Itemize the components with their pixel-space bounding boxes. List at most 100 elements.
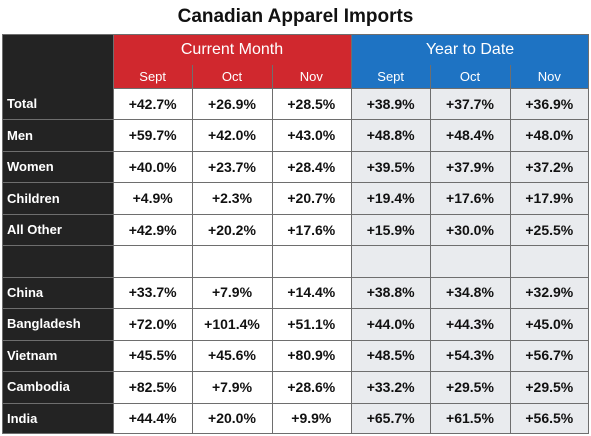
table-cell	[113, 245, 193, 277]
table-cell: +101.4%	[192, 308, 272, 340]
column-group-header: Year to Date	[351, 34, 589, 65]
label-gridline	[2, 340, 113, 341]
row-label: Women	[2, 150, 113, 183]
table-cell	[192, 245, 272, 277]
table-cell: +44.3%	[430, 308, 510, 340]
row-label: Bangladesh	[2, 308, 113, 340]
row-label: Children	[2, 182, 113, 214]
table-cell: +17.6%	[430, 182, 510, 214]
table-cell: +4.9%	[113, 182, 193, 214]
month-header: Oct	[192, 65, 272, 88]
table-cell: +33.7%	[113, 276, 193, 309]
table-cell: +20.0%	[192, 402, 272, 434]
column-group-header: Current Month	[113, 34, 351, 65]
table-cell: +29.5%	[430, 371, 510, 403]
table-cell: +42.0%	[192, 119, 272, 151]
table-cell: +40.0%	[113, 150, 193, 183]
table-cell: +54.3%	[430, 339, 510, 372]
table-cell: +37.2%	[509, 150, 589, 183]
column-gridline	[588, 34, 589, 434]
month-header: Oct	[430, 65, 510, 88]
table-cell: +7.9%	[192, 276, 272, 309]
row-label: Men	[2, 119, 113, 151]
table-cell: +2.3%	[192, 182, 272, 214]
table-cell	[351, 245, 431, 277]
table-cell: +43.0%	[271, 119, 351, 151]
chart-title: Canadian Apparel Imports	[177, 6, 414, 27]
table-cell: +30.0%	[430, 213, 510, 246]
table-cell: +48.8%	[351, 119, 431, 151]
label-gridline	[2, 119, 113, 120]
table-cell: +80.9%	[271, 339, 351, 372]
table-cell: +48.5%	[351, 339, 431, 372]
table-cell: +17.6%	[271, 213, 351, 246]
table-cell: +7.9%	[192, 371, 272, 403]
frame-top	[2, 34, 589, 35]
data-table: Current Month Sept Oct Nov Year to Date Sept O…	[2, 34, 589, 434]
table-cell: +26.9%	[192, 88, 272, 120]
column-gridline	[510, 65, 511, 434]
table-cell: +28.5%	[271, 88, 351, 120]
frame-left	[2, 34, 3, 434]
label-gridline	[2, 371, 113, 372]
table-cell: +23.7%	[192, 150, 272, 183]
table-cell: +38.9%	[351, 88, 431, 120]
table-cell: +19.4%	[351, 182, 431, 214]
row-label: Cambodia	[2, 371, 113, 403]
table-cell: +37.7%	[430, 88, 510, 120]
table-cell: +45.5%	[113, 339, 193, 372]
table-cell: +42.7%	[113, 88, 193, 120]
label-gridline	[2, 245, 113, 246]
table-cell: +34.8%	[430, 276, 510, 309]
table-cell: +82.5%	[113, 371, 193, 403]
table-cell: +36.9%	[509, 88, 589, 120]
table-cell: +25.5%	[509, 213, 589, 246]
table-cell: +48.4%	[430, 119, 510, 151]
table-cell: +28.4%	[271, 150, 351, 183]
month-header: Nov	[271, 65, 351, 88]
table-cell: +28.6%	[271, 371, 351, 403]
table-cell: +44.4%	[113, 402, 193, 434]
label-gridline	[2, 214, 113, 215]
column-gridline	[192, 65, 193, 434]
table-cell: +45.0%	[509, 308, 589, 340]
table-cell: +14.4%	[271, 276, 351, 309]
column-gridline	[430, 65, 431, 434]
table-cell: +37.9%	[430, 150, 510, 183]
table-cell: +72.0%	[113, 308, 193, 340]
row-label: China	[2, 276, 113, 309]
table-cell: +61.5%	[430, 402, 510, 434]
table-cell: +56.5%	[509, 402, 589, 434]
table-cell	[509, 245, 589, 277]
table-cell: +39.5%	[351, 150, 431, 183]
column-gridline	[351, 34, 352, 434]
table-cell: +42.9%	[113, 213, 193, 246]
table-cell: +29.5%	[509, 371, 589, 403]
label-gridline	[2, 308, 113, 309]
row-label	[2, 245, 113, 277]
table-cell: +38.8%	[351, 276, 431, 309]
table-cell	[271, 245, 351, 277]
table-cell: +32.9%	[509, 276, 589, 309]
table-cell: +48.0%	[509, 119, 589, 151]
row-label: All Other	[2, 213, 113, 246]
table-cell: +33.2%	[351, 371, 431, 403]
column-gridline	[272, 65, 273, 434]
column-gridline	[113, 34, 114, 434]
table-cell	[430, 245, 510, 277]
table-cell: +65.7%	[351, 402, 431, 434]
month-header: Nov	[509, 65, 589, 88]
label-gridline	[2, 403, 113, 404]
table-cell: +20.7%	[271, 182, 351, 214]
label-gridline	[2, 182, 113, 183]
label-gridline	[2, 151, 113, 152]
table-cell: +9.9%	[271, 402, 351, 434]
table-cell: +20.2%	[192, 213, 272, 246]
table-cell: +45.6%	[192, 339, 272, 372]
frame-bottom	[2, 433, 589, 434]
row-label: Vietnam	[2, 339, 113, 372]
row-label: Total	[2, 88, 113, 120]
table-cell: +51.1%	[271, 308, 351, 340]
month-header: Sept	[113, 65, 193, 88]
